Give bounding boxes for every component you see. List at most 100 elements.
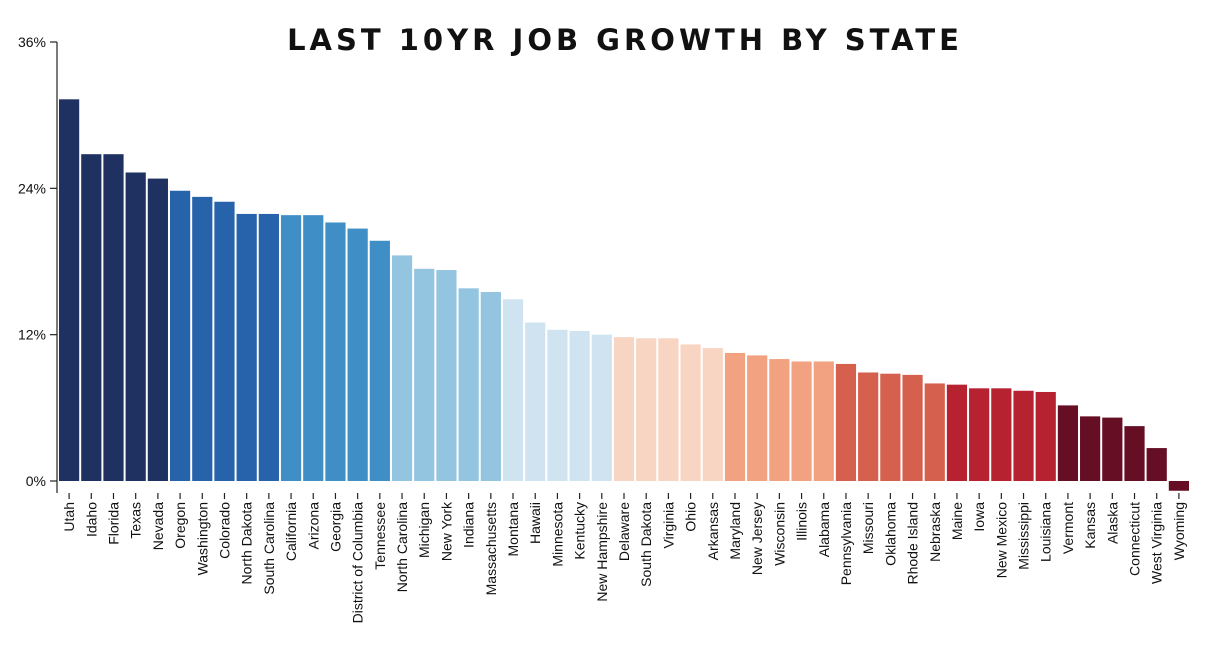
bar-missouri: [858, 372, 879, 481]
y-tick-label: 36%: [18, 34, 46, 50]
x-tick-label: Alaska: [1104, 502, 1120, 544]
bars-group: [59, 99, 1189, 491]
x-tick-label: Illinois: [794, 502, 810, 541]
chart-title: LAST 10YR JOB GROWTH BY STATE: [287, 23, 963, 57]
x-tick-label: Nebraska: [927, 502, 943, 562]
bar-tennessee: [369, 240, 390, 481]
bar-nevada: [147, 178, 168, 481]
bar-massachusetts: [480, 291, 501, 481]
x-tick-label: Washington: [194, 502, 210, 575]
bar-virginia: [658, 338, 679, 481]
x-tick-label: Maine: [949, 502, 965, 540]
x-tick-label: Maryland: [727, 502, 743, 560]
bar-louisiana: [1035, 391, 1056, 481]
x-tick-label: Hawaii: [527, 502, 543, 544]
bar-washington: [192, 196, 213, 481]
bar-montana: [502, 299, 524, 481]
x-tick-label: North Dakota: [239, 502, 255, 585]
bar-new-york: [436, 270, 457, 481]
x-tick-label: Massachusetts: [483, 502, 499, 595]
x-tick-label: West Virginia: [1149, 502, 1165, 584]
bar-alabama: [813, 361, 834, 481]
x-tick-label: Arizona: [305, 502, 321, 550]
bar-texas: [125, 172, 146, 482]
bar-illinois: [791, 361, 812, 481]
x-tick-label: Oregon: [172, 502, 188, 549]
bar-mississippi: [1013, 390, 1034, 481]
x-tick-label: Kentucky: [572, 502, 588, 560]
x-tick-label: Mississippi: [1016, 502, 1032, 570]
x-tick-label: Nevada: [150, 502, 166, 550]
x-tick-label: Arkansas: [705, 502, 721, 560]
bar-nebraska: [924, 383, 945, 481]
bar-north-dakota: [236, 213, 257, 481]
bar-minnesota: [547, 329, 568, 481]
x-tick-label: District of Columbia: [350, 502, 366, 624]
bar-north-carolina: [391, 255, 413, 481]
x-tick-label: Connecticut: [1127, 502, 1143, 576]
bar-arizona: [303, 215, 324, 481]
x-tick-label: Texas: [128, 502, 144, 539]
y-tick-label: 24%: [18, 180, 46, 196]
x-tick-label: South Dakota: [638, 502, 654, 587]
x-tick-label: Georgia: [327, 502, 343, 552]
bar-idaho: [81, 154, 102, 481]
bar-california: [280, 215, 302, 481]
bar-colorado: [214, 201, 235, 481]
y-tick-label: 0%: [26, 473, 46, 489]
x-tick-label: Wyoming: [1171, 502, 1187, 560]
bar-kentucky: [569, 331, 590, 481]
bar-florida: [103, 154, 124, 481]
bar-wisconsin: [769, 359, 790, 481]
x-tick-label: South Carolina: [261, 502, 277, 595]
x-tick-label: Delaware: [616, 502, 632, 561]
x-tick-label: Vermont: [1060, 502, 1076, 554]
bar-new-hampshire: [591, 334, 612, 481]
x-tick-label: California: [283, 502, 299, 561]
x-tick-label: Iowa: [971, 502, 987, 532]
bar-michigan: [414, 268, 435, 481]
bar-oregon: [169, 190, 191, 481]
bar-south-dakota: [636, 338, 657, 481]
bar-indiana: [458, 288, 479, 481]
bar-ohio: [680, 344, 701, 481]
x-tick-label: Colorado: [216, 502, 232, 559]
x-tick-label: Florida: [105, 502, 121, 545]
y-tick-label: 12%: [18, 327, 46, 343]
x-tick-label: North Carolina: [394, 502, 410, 592]
bar-kansas: [1080, 416, 1101, 481]
bar-south-carolina: [258, 213, 279, 481]
x-tick-label: Michigan: [416, 502, 432, 558]
bar-maine: [946, 384, 968, 481]
y-axis: 0% 12% 24% 36%: [18, 34, 57, 489]
x-tick-label: Tennessee: [372, 502, 388, 570]
x-tick-label: Missouri: [860, 502, 876, 554]
bar-vermont: [1057, 405, 1079, 481]
bar-rhode-island: [902, 374, 923, 481]
x-tick-label: Indiana: [461, 502, 477, 548]
x-tick-label: Minnesota: [549, 502, 565, 567]
x-tick-label: Idaho: [83, 502, 99, 537]
x-tick-label: Oklahoma: [882, 502, 898, 566]
x-tick-label: Rhode Island: [905, 502, 921, 585]
x-tick-label: Kansas: [1082, 502, 1098, 549]
bar-iowa: [969, 388, 990, 481]
bar-west-virginia: [1146, 448, 1167, 481]
x-tick-label: Wisconsin: [771, 502, 787, 566]
x-tick-label: Louisiana: [1038, 502, 1054, 562]
bar-alaska: [1102, 417, 1123, 481]
bar-pennsylvania: [835, 363, 857, 481]
x-tick-label: New Hampshire: [594, 502, 610, 602]
x-tick-label: Utah: [61, 502, 77, 532]
x-tick-label: Alabama: [816, 502, 832, 557]
bar-district-of-columbia: [347, 228, 368, 481]
bar-connecticut: [1124, 426, 1145, 482]
bar-hawaii: [525, 322, 546, 481]
bar-utah: [59, 99, 80, 481]
x-tick-label: New Jersey: [749, 502, 765, 575]
x-tick-label: New Mexico: [993, 502, 1009, 578]
x-tick-label: New York: [438, 501, 454, 561]
bar-delaware: [613, 337, 635, 481]
x-tick-label: Montana: [505, 502, 521, 557]
